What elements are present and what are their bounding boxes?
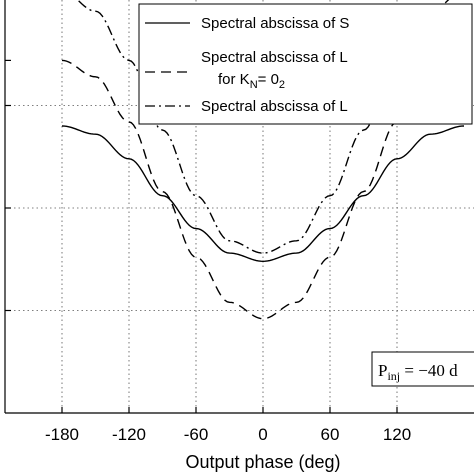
legend-label-series-1: Spectral abscissa of S <box>201 15 349 32</box>
annotation: Pinj = −40 d <box>371 351 474 387</box>
axes <box>4 0 474 414</box>
x-tick-label-0: -180 <box>45 425 79 444</box>
legend-label-series-2-line2: for KN= 02 <box>218 71 285 91</box>
x-tick-label-5: 120 <box>383 425 411 444</box>
legend-series-2-for-k: for K <box>218 71 250 88</box>
legend-series-2-sub-n: N <box>250 79 258 91</box>
legend: Spectral abscissa of S Spectral abscissa… <box>138 3 473 125</box>
series-line-1-solid <box>61 125 465 263</box>
annotation-suffix: = −40 d <box>400 361 458 380</box>
x-tick-label-4: 60 <box>321 425 340 444</box>
annotation-prefix: P <box>378 361 387 380</box>
x-tick-label-2: -60 <box>184 425 209 444</box>
legend-series-2-eq: = 0 <box>258 71 279 88</box>
x-ticks: -180 -120 -60 0 60 120 <box>45 407 411 444</box>
annotation-text: Pinj = −40 d <box>378 361 458 383</box>
x-tick-label-3: 0 <box>258 425 267 444</box>
x-axis-label: Output phase (deg) <box>185 452 340 472</box>
legend-series-2-sub-2: 2 <box>279 79 285 91</box>
legend-label-series-3: Spectral abscissa of L <box>201 98 348 115</box>
x-tick-label-1: -120 <box>112 425 146 444</box>
legend-label-series-2: Spectral abscissa of L <box>201 49 348 66</box>
legend-box <box>138 3 473 125</box>
annotation-sub: inj <box>387 369 400 383</box>
annotation-box <box>371 351 474 387</box>
